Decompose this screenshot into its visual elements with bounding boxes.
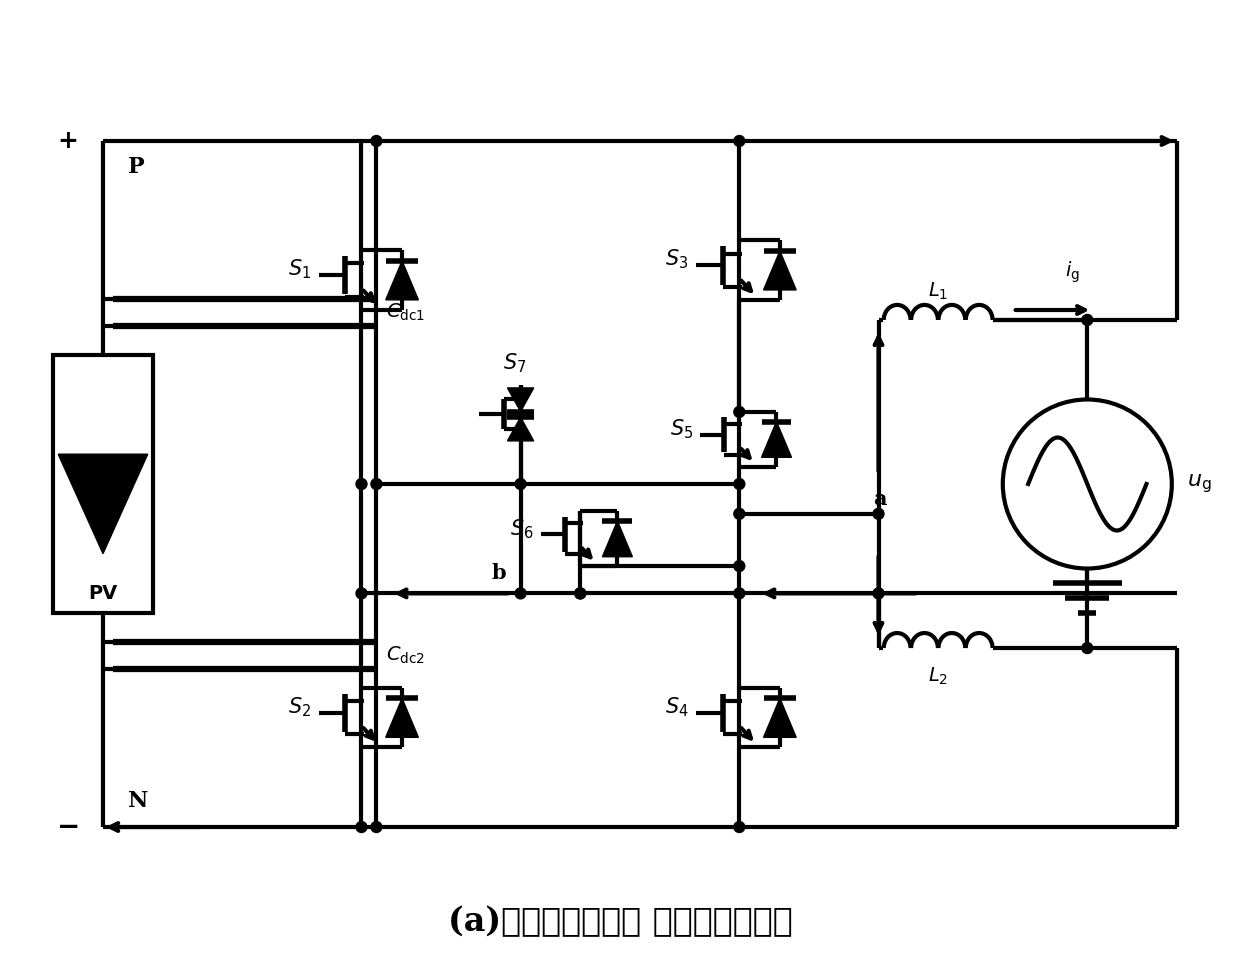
Text: b: b bbox=[491, 563, 506, 583]
Text: $S_1$: $S_1$ bbox=[288, 258, 311, 281]
Circle shape bbox=[356, 479, 367, 489]
Circle shape bbox=[734, 822, 745, 832]
Polygon shape bbox=[764, 699, 796, 737]
Text: $L_1$: $L_1$ bbox=[928, 281, 949, 302]
Circle shape bbox=[734, 509, 745, 519]
Circle shape bbox=[371, 822, 382, 832]
Polygon shape bbox=[386, 261, 418, 299]
Text: N: N bbox=[128, 790, 149, 812]
Text: $u_{\rm g}$: $u_{\rm g}$ bbox=[1187, 473, 1211, 495]
Circle shape bbox=[1081, 642, 1092, 653]
Circle shape bbox=[734, 406, 745, 418]
Circle shape bbox=[734, 136, 745, 146]
Circle shape bbox=[515, 588, 526, 599]
Text: $L_2$: $L_2$ bbox=[928, 666, 949, 687]
Polygon shape bbox=[386, 699, 418, 737]
Circle shape bbox=[356, 822, 367, 832]
Circle shape bbox=[1003, 399, 1172, 569]
Polygon shape bbox=[764, 251, 796, 290]
Circle shape bbox=[515, 479, 526, 489]
Text: $S_5$: $S_5$ bbox=[670, 418, 693, 441]
Text: $S_7$: $S_7$ bbox=[503, 351, 526, 375]
Text: PV: PV bbox=[88, 584, 118, 603]
Circle shape bbox=[873, 509, 884, 519]
Text: $C_{\rm dc1}$: $C_{\rm dc1}$ bbox=[387, 301, 425, 323]
Polygon shape bbox=[58, 454, 148, 553]
Polygon shape bbox=[507, 418, 533, 441]
Circle shape bbox=[734, 588, 745, 599]
Text: $S_3$: $S_3$ bbox=[666, 248, 688, 271]
Text: $S_4$: $S_4$ bbox=[665, 695, 688, 719]
Text: $S_2$: $S_2$ bbox=[288, 695, 311, 719]
Text: (a)功率传输模态， 进网电流正半周: (a)功率传输模态， 进网电流正半周 bbox=[448, 905, 792, 938]
Circle shape bbox=[356, 588, 367, 599]
Polygon shape bbox=[603, 521, 632, 557]
Circle shape bbox=[734, 479, 745, 489]
Circle shape bbox=[98, 479, 108, 489]
Circle shape bbox=[734, 560, 745, 572]
Circle shape bbox=[371, 479, 382, 489]
Text: $S_6$: $S_6$ bbox=[510, 517, 533, 541]
Text: $C_{\rm dc2}$: $C_{\rm dc2}$ bbox=[387, 644, 425, 666]
Bar bbox=[53, 355, 153, 613]
Text: P: P bbox=[128, 156, 145, 178]
Circle shape bbox=[575, 588, 585, 599]
Text: $i_{\rm g}$: $i_{\rm g}$ bbox=[1065, 260, 1080, 285]
Circle shape bbox=[371, 136, 382, 146]
Text: −: − bbox=[57, 813, 79, 841]
Circle shape bbox=[1081, 315, 1092, 326]
Polygon shape bbox=[761, 422, 791, 457]
Polygon shape bbox=[507, 388, 533, 412]
Circle shape bbox=[873, 588, 884, 599]
Text: a: a bbox=[873, 488, 887, 509]
Text: +: + bbox=[58, 129, 78, 153]
Circle shape bbox=[575, 588, 585, 599]
